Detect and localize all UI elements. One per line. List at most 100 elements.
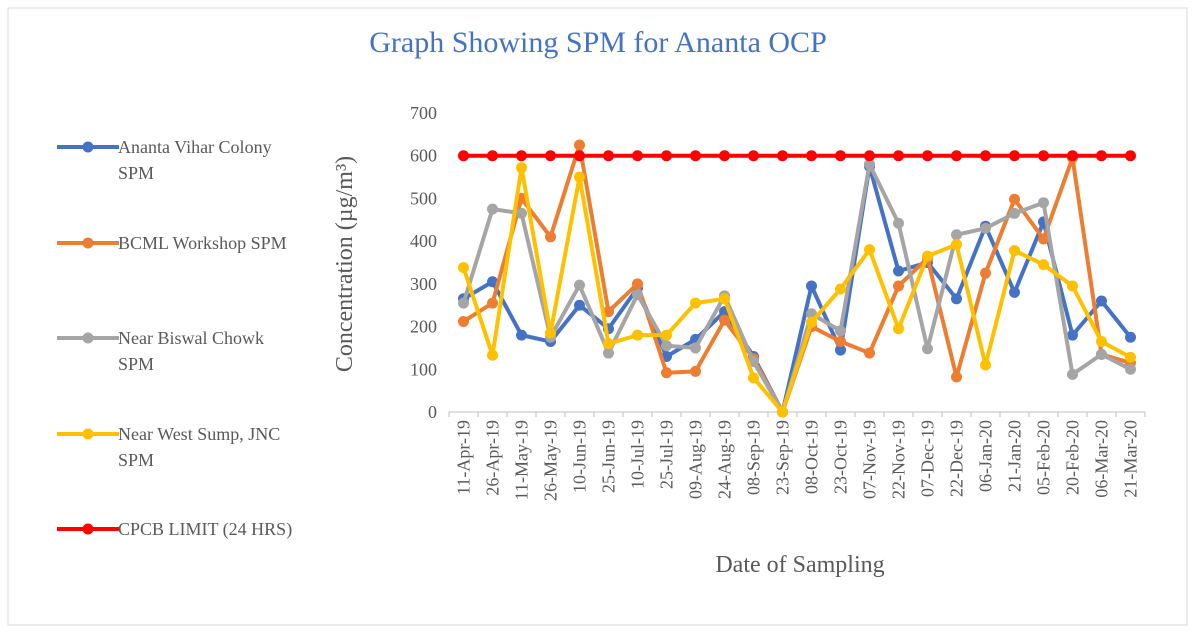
marker [806,280,817,292]
x-tick-label: 05-Feb-20 [1034,420,1054,495]
marker [574,139,585,151]
legend-marker [82,523,94,535]
marker [835,150,846,162]
marker [1096,336,1107,348]
legend-label: BCML Workshop SPM [118,232,287,253]
marker [980,222,991,234]
legend-marker [82,237,94,248]
x-tick-label: 07-Dec-19 [918,420,938,497]
marker [1009,207,1020,219]
marker [690,365,701,377]
chart-title: Graph Showing SPM for Ananta OCP [369,26,827,59]
marker [922,250,933,262]
marker [1125,150,1136,162]
marker [980,359,991,371]
marker [632,278,643,290]
x-tick-label: 06-Mar-20 [1092,420,1112,498]
marker [835,325,846,337]
marker [516,162,527,174]
marker [1067,280,1078,292]
legend-entry: Near Biswal Chowk SPM [55,321,315,417]
marker [487,276,498,288]
y-tick-label: 400 [410,231,437,251]
marker [574,150,585,162]
marker [1009,245,1020,257]
marker [893,323,904,335]
marker [806,150,817,162]
marker [777,150,788,162]
marker [835,344,846,356]
x-tick-label: 23-Oct-19 [831,420,851,494]
marker [1009,150,1020,162]
marker [806,316,817,328]
x-tick-label: 22-Nov-19 [889,420,909,499]
marker [1038,150,1049,162]
x-tick-label: 21-Mar-20 [1121,420,1141,498]
series-line [462,164,1133,414]
marker [980,150,991,162]
marker [951,371,962,383]
x-tick-label: 26-Apr-19 [483,420,503,496]
legend-label: Ananta Vihar Colony SPM [118,137,272,183]
marker [1038,233,1049,245]
marker [719,293,730,305]
legend-entry: CPCB LIMIT (24 HRS) [55,512,315,608]
legend-entry: Ananta Vihar Colony SPM [55,130,315,226]
marker [1096,295,1107,307]
marker [864,347,875,359]
legend-swatch [57,237,119,248]
x-tick-label: 06-Jan-20 [976,420,996,492]
marker [1009,193,1020,205]
legend-label: CPCB LIMIT (24 HRS) [118,519,293,539]
x-tick-label: 08-Oct-19 [802,420,822,494]
legend: Ananta Vihar Colony SPM BCML Workshop SPM… [55,130,315,608]
x-tick-label: 21-Jan-20 [1005,420,1025,492]
marker [922,343,933,355]
marker [922,150,933,162]
x-tick-label: 09-Aug-19 [686,420,706,499]
marker [458,315,469,327]
marker [574,171,585,183]
y-tick-label: 300 [410,274,437,294]
x-tick-label: 24-Aug-19 [715,420,735,499]
marker [458,297,469,309]
marker [632,289,643,301]
marker [864,158,875,170]
legend-swatch [57,141,119,153]
marker [661,150,672,162]
marker [661,340,672,352]
marker [951,229,962,241]
y-tick-label: 100 [410,359,437,379]
marker [690,150,701,162]
marker [1125,351,1136,363]
marker [835,336,846,348]
x-tick-label: 23-Sep-19 [773,420,793,495]
legend-swatch [57,428,119,439]
marker [545,231,556,243]
marker [574,299,585,311]
y-tick-label: 500 [410,188,437,208]
marker [458,262,469,274]
marker [632,329,643,341]
x-tick-label: 10-Jul-19 [628,420,648,489]
marker [777,406,788,418]
marker [1038,197,1049,209]
x-tick-label: 22-Dec-19 [947,420,967,497]
marker [603,306,614,318]
x-tick-label: 07-Nov-19 [860,420,880,499]
marker [1038,259,1049,271]
legend-entry: BCML Workshop SPM [55,226,315,322]
x-tick-label: 11-Apr-19 [454,420,474,495]
chart-border [7,7,1188,626]
marker [603,347,614,359]
marker [748,372,759,384]
marker [574,279,585,291]
marker [458,150,469,162]
x-tick-label: 25-Jul-19 [657,420,677,489]
marker [864,150,875,162]
marker [603,338,614,350]
marker [893,217,904,229]
legend-marker [82,332,94,344]
marker [835,283,846,295]
